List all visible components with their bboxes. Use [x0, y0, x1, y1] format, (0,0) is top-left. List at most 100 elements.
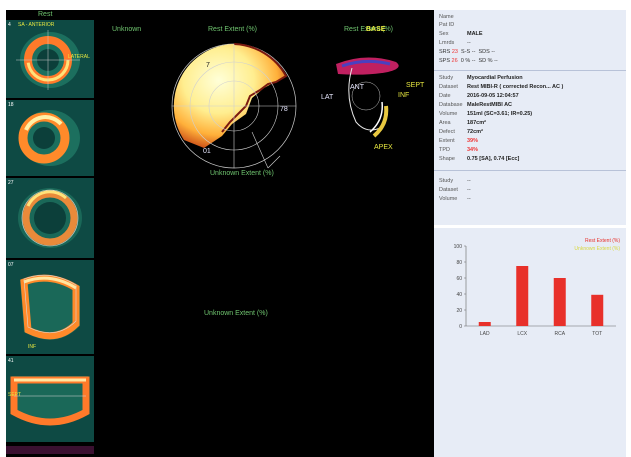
bar-tot [591, 294, 604, 326]
unknown-label-top: Unknown [112, 26, 142, 33]
row-sex: Sex MALE [439, 31, 483, 37]
date-label: Date [439, 93, 451, 99]
y-tick-label: 80 [456, 260, 462, 266]
x-tick-label: RCA [554, 331, 565, 337]
dataset2-value: -- [467, 187, 471, 193]
dataset-label: Dataset [439, 84, 458, 90]
volume-value: 151ml (SC=3.61; IR=0.25) [467, 111, 533, 117]
row-area: Area 187cm² [439, 120, 486, 126]
y-tick-label: 40 [456, 292, 462, 298]
extent-bar-chart[interactable]: 0 20 40 60 80 100 LAD LCX RCA TOT Rest Extent (%) U… [434, 228, 626, 457]
tpd-label: TPD [439, 147, 450, 153]
row-lmrds: Lmrds -- [439, 40, 471, 46]
srs-value: 23 [451, 49, 458, 55]
ss-value: -- [471, 49, 476, 55]
pct-a-label: 0 % [460, 58, 471, 64]
row-volume2: Volume -- [439, 196, 471, 202]
slice-image [6, 356, 94, 442]
view3d-label-sept: SEPT [406, 82, 425, 89]
study2-label: Study [439, 178, 454, 184]
study-label: Study [439, 75, 454, 81]
legend-rest-extent: Rest Extent (%) [585, 238, 620, 244]
row-study: Study Myocardial Perfusion [439, 75, 523, 81]
polar-value-bottom: 01 [203, 148, 211, 155]
results-panel: Name Pat ID Sex MALE Lmrds -- SRS 23 S-S -… [434, 10, 626, 457]
sps-value: 26 [451, 58, 458, 64]
info-section: Name Pat ID Sex MALE Lmrds -- SRS 23 S-S -… [434, 10, 626, 225]
row-study2: Study -- [439, 178, 471, 184]
slice-short-axis-2[interactable]: 18 [6, 100, 94, 176]
volume-label: Volume [439, 111, 458, 117]
view3d-render[interactable] [326, 46, 426, 156]
row-pat-id: Pat ID [439, 22, 467, 28]
legend-unknown-extent: Unknown Extent (%) [574, 246, 620, 252]
dataset-value: Rest MIBI-R ( corrected Recon... AC ) [467, 84, 564, 90]
sds-label: SDS [478, 49, 490, 55]
color-scale-bar [6, 446, 94, 454]
polar-bottom-label: Unknown Extent (%) [210, 170, 274, 177]
divider [434, 70, 626, 71]
polar-map[interactable] [164, 36, 304, 176]
defect-label: Defect [439, 129, 455, 135]
slice-image [6, 100, 94, 176]
x-tick-label: TOT [592, 331, 602, 337]
unknown-extent-label-lower: Unknown Extent (%) [204, 310, 268, 317]
row-sps: SPS 26 0 % -- SD % -- [439, 58, 498, 64]
defect-value: 72cm² [467, 129, 483, 135]
slice-label-sept: SEPT [8, 392, 22, 398]
row-name: Name [439, 14, 467, 20]
row-volume: Volume 151ml (SC=3.61; IR=0.25) [439, 111, 532, 117]
divider [434, 170, 626, 171]
row-extent: Extent 39% [439, 138, 478, 144]
sds-value: -- [491, 49, 495, 55]
extent-value: 39% [467, 138, 479, 144]
slice-image [6, 178, 94, 258]
tpd-value: 34% [467, 147, 479, 153]
slice-label-anterior: SA - ANTERIOR [18, 22, 55, 28]
row-dataset2: Dataset -- [439, 187, 471, 193]
area-label: Area [439, 120, 451, 126]
bar-lcx [516, 266, 529, 326]
ss-label: S-S [461, 49, 471, 55]
slice-label-inf: INF [28, 344, 37, 350]
slice-long-axis-vertical[interactable]: 07 INF [6, 260, 94, 354]
view3d-label-ant: ANT [350, 84, 364, 91]
shape-label: Shape [439, 156, 455, 162]
volume2-label: Volume [439, 196, 458, 202]
database-value: MaleRestMIBI AC [467, 102, 513, 108]
y-tick-label: 0 [459, 324, 462, 330]
rest-header: Rest [38, 11, 53, 18]
study-value: Myocardial Perfusion [467, 75, 523, 81]
row-database: Database MaleRestMIBI AC [439, 102, 512, 108]
row-date: Date 2016-09-05 12:04:57 [439, 93, 519, 99]
extent-chart-panel: 0 20 40 60 80 100 LAD LCX RCA TOT Rest Extent (%) U… [434, 228, 626, 457]
pct-b-label: SD % [478, 58, 493, 64]
name-label: Name [439, 14, 454, 20]
slice-long-axis-horizontal[interactable]: 41 SEPT [6, 356, 94, 442]
slice-number: 18 [8, 102, 14, 108]
view3d-label-inf: INF [398, 92, 410, 99]
bar-rca [553, 278, 566, 326]
slice-number: 07 [8, 262, 14, 268]
slice-number: 27 [8, 180, 14, 186]
extent-label: Extent [439, 138, 455, 144]
sex-value: MALE [467, 31, 483, 37]
row-dataset: Dataset Rest MIBI-R ( corrected Recon... … [439, 84, 563, 90]
study2-value: -- [467, 178, 471, 184]
database-label: Database [439, 102, 463, 108]
pat-id-label: Pat ID [439, 22, 455, 28]
volume2-value: -- [467, 196, 471, 202]
row-defect: Defect 72cm² [439, 129, 483, 135]
y-tick-label: 20 [456, 308, 462, 314]
lmrds-value: -- [467, 40, 471, 46]
pct-b-value: -- [494, 58, 498, 64]
slice-short-axis-1[interactable]: 4 SA - ANTERIOR LATERAL [6, 20, 94, 98]
polar-value-right: 78 [280, 106, 288, 113]
slice-image [6, 20, 94, 98]
polar-map-title: Rest Extent (%) [208, 26, 258, 33]
view3d-title: Rest Extent (%) [344, 26, 394, 33]
slice-short-axis-3[interactable]: 27 [6, 178, 94, 258]
y-tick-label: 100 [454, 244, 463, 250]
slice-number: 4 [8, 22, 11, 28]
bar-lad [478, 322, 491, 326]
